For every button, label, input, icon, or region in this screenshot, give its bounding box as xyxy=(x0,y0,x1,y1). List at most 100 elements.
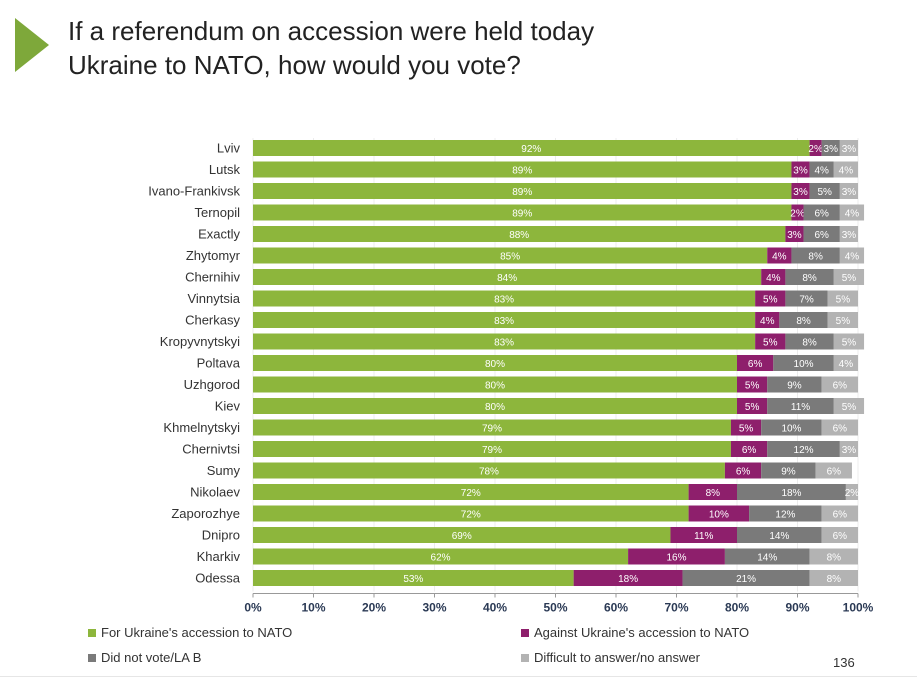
bar-segment xyxy=(821,527,858,543)
data-label: 5% xyxy=(763,294,778,305)
category-label: Khmelnytskyi xyxy=(163,420,240,435)
bar-segment xyxy=(791,247,840,264)
data-label: 8% xyxy=(802,337,817,348)
data-label: 4% xyxy=(814,165,829,176)
bar-segment xyxy=(724,462,762,479)
data-label: 5% xyxy=(842,337,857,348)
bar-segment xyxy=(755,333,786,350)
title-line-1: If a referendum on accession were held t… xyxy=(68,16,595,46)
bar-segment xyxy=(253,226,786,242)
bar-segment xyxy=(253,247,768,264)
category-label: Chernihiv xyxy=(185,270,240,285)
bar-segment xyxy=(253,376,737,393)
category-label: Zaporozhye xyxy=(171,506,240,521)
data-label: 2% xyxy=(790,208,805,219)
data-label: 6% xyxy=(833,380,848,391)
bar-segment xyxy=(253,419,731,436)
bar-segment xyxy=(253,355,737,371)
data-label: 3% xyxy=(793,187,808,198)
legend-did-not-vote-swatch xyxy=(88,653,96,662)
data-label: 79% xyxy=(482,423,502,434)
data-label: 89% xyxy=(512,165,532,176)
bar-segment xyxy=(253,484,689,500)
data-label: 5% xyxy=(836,316,851,327)
data-label: 3% xyxy=(842,144,857,155)
bar-segment xyxy=(821,140,840,156)
data-label: 6% xyxy=(827,466,842,477)
footer-divider xyxy=(0,676,917,677)
bar-segment xyxy=(827,290,858,307)
category-label: Ternopil xyxy=(194,205,240,220)
bar-segment xyxy=(809,183,840,199)
data-label: 8% xyxy=(796,316,811,327)
data-label: 62% xyxy=(431,552,451,563)
data-label: 4% xyxy=(845,208,860,219)
data-label: 4% xyxy=(839,359,854,370)
data-label: 11% xyxy=(791,402,810,413)
x-tick-label: 90% xyxy=(785,601,809,615)
legend-did-not-vote-label: Did not vote/LA B xyxy=(101,650,202,665)
data-label: 12% xyxy=(794,445,814,456)
legend-against-swatch xyxy=(521,628,529,637)
data-label: 6% xyxy=(742,445,757,456)
bar-segment xyxy=(761,269,786,285)
bar-segment xyxy=(833,161,858,178)
legend-difficult-swatch xyxy=(521,653,529,662)
data-label: 78% xyxy=(479,466,499,477)
category-label: Kharkiv xyxy=(197,549,241,564)
legend-difficult: Difficult to answer/no answer xyxy=(521,650,700,665)
bar-segment xyxy=(821,505,858,522)
bar-segment xyxy=(785,269,834,285)
data-label: 10% xyxy=(709,509,729,520)
category-label: Zhytomyr xyxy=(186,248,241,263)
data-label: 5% xyxy=(842,273,857,284)
data-label: 9% xyxy=(781,466,796,477)
data-label: 5% xyxy=(739,423,754,434)
bar-segment xyxy=(773,355,834,371)
data-label: 3% xyxy=(787,230,802,241)
data-label: 18% xyxy=(781,488,801,499)
legend-against-label: Against Ukraine's accession to NATO xyxy=(534,625,750,640)
data-label: 2% xyxy=(845,488,860,499)
data-label: 69% xyxy=(452,531,472,542)
bar-segment xyxy=(755,312,780,328)
bar-segment xyxy=(791,183,810,199)
data-label: 72% xyxy=(461,488,481,499)
data-label: 12% xyxy=(775,509,795,520)
bar-segment xyxy=(809,548,858,565)
category-label: Nikolaev xyxy=(190,485,240,500)
data-label: 80% xyxy=(485,380,505,391)
bar-segment xyxy=(833,355,858,371)
data-label: 6% xyxy=(748,359,763,370)
category-label: Ivano-Frankivsk xyxy=(148,184,240,199)
bar-segment xyxy=(839,441,858,457)
bar-segment xyxy=(628,548,725,565)
bar-segment xyxy=(779,312,828,328)
bar-segment xyxy=(767,441,840,457)
bar-segment xyxy=(833,269,865,285)
bar-segment xyxy=(833,398,865,414)
category-label: Lutsk xyxy=(209,162,241,177)
bar-segment xyxy=(761,462,816,479)
data-label: 3% xyxy=(842,230,857,241)
data-label: 88% xyxy=(509,230,529,241)
data-label: 3% xyxy=(842,187,857,198)
data-label: 5% xyxy=(745,380,760,391)
data-label: 7% xyxy=(799,294,814,305)
data-label: 6% xyxy=(814,208,829,219)
bar-segment xyxy=(253,161,792,178)
bar-segment xyxy=(253,570,574,586)
legend-did-not-vote: Did not vote/LA B xyxy=(88,650,201,665)
data-label: 6% xyxy=(736,466,751,477)
data-label: 3% xyxy=(842,445,857,456)
bar-segment xyxy=(785,290,828,307)
bar-segment xyxy=(809,570,858,586)
bar-segment xyxy=(253,290,756,307)
category-label: Exactly xyxy=(198,227,240,242)
data-label: 4% xyxy=(760,316,775,327)
category-label: Chernivtsi xyxy=(182,442,240,457)
bar-segment xyxy=(827,312,858,328)
data-label: 4% xyxy=(845,251,860,262)
bar-segment xyxy=(253,527,671,543)
page-title: If a referendum on accession were held t… xyxy=(68,14,594,82)
